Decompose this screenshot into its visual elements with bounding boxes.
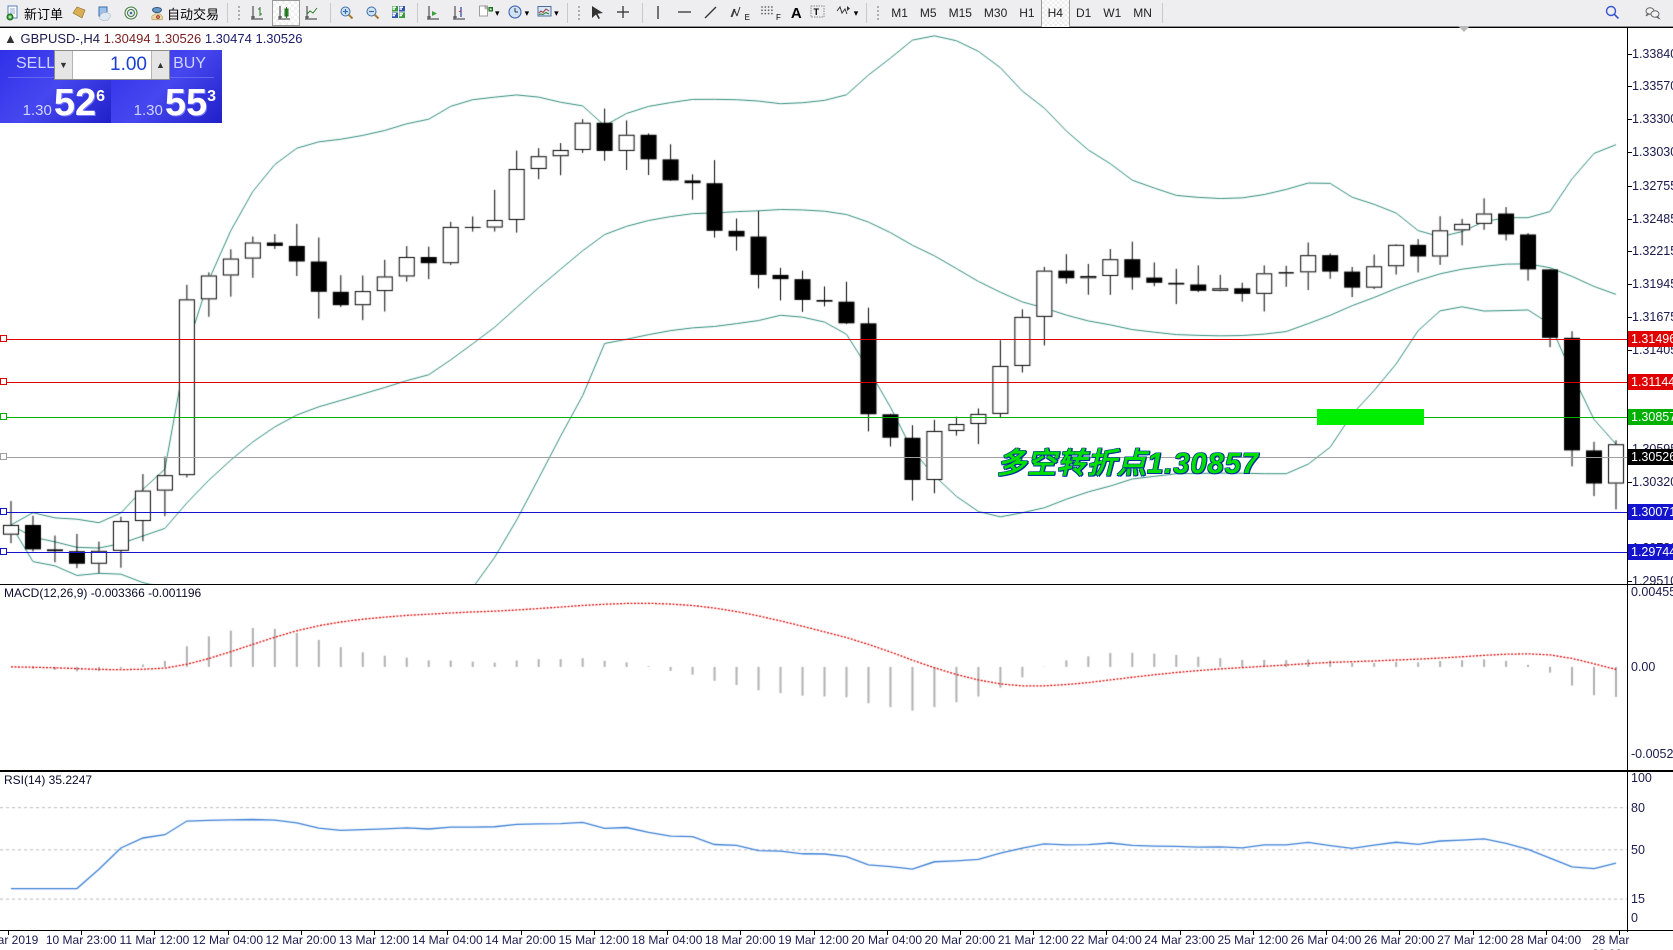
svg-text:T: T bbox=[813, 7, 819, 17]
